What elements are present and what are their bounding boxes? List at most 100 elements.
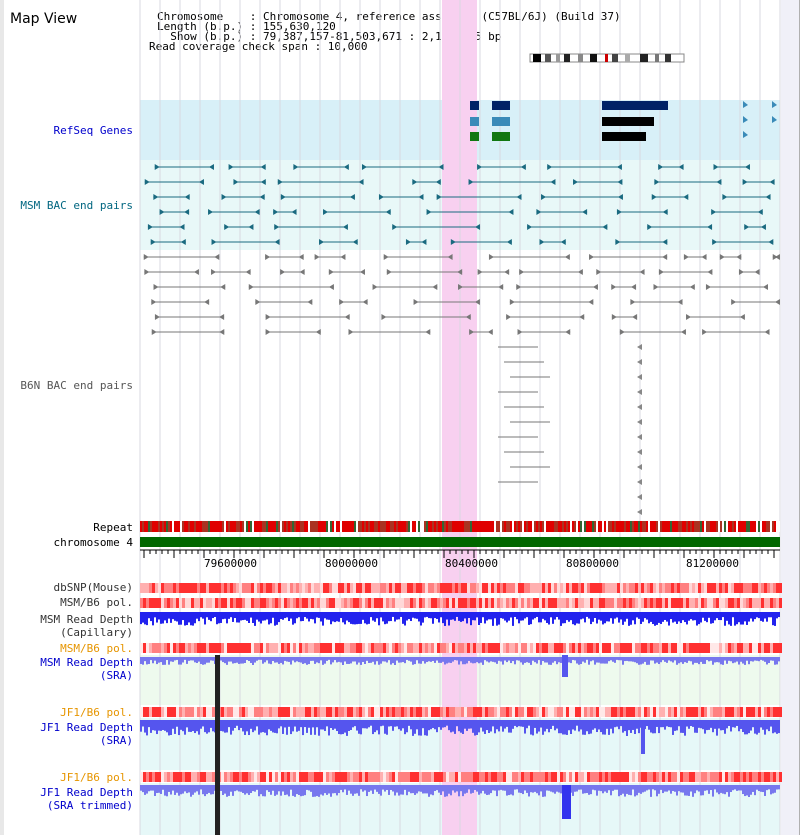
snp-density-cell [488,707,491,717]
read-depth-bar [262,785,264,797]
read-depth-bar [418,657,420,664]
snp-density-cell [455,598,458,608]
read-depth-bar [548,785,550,791]
snp-density-cell [143,583,146,593]
read-depth-bar [712,720,714,733]
snp-density-cell [683,707,686,717]
snp-density-cell [347,707,350,717]
snp-density-cell [308,643,311,653]
snp-density-cell [383,598,386,608]
read-depth-bar [644,657,646,662]
gene-feature [492,101,510,110]
snp-density-cell [428,598,431,608]
snp-density-cell [356,583,359,593]
snp-density-cell [536,643,539,653]
read-depth-bar [646,612,648,620]
snp-density-cell [206,707,209,717]
snp-density-cell [635,772,638,782]
b6n-bac-end [637,404,642,410]
read-depth-bar [318,720,320,736]
track-label-msm-bac[interactable]: MSM BAC end pairs [20,199,133,212]
snp-density-cell [434,707,437,717]
msm-bac-pair-end [602,224,608,230]
repeat-segment [562,521,564,532]
read-depth-bar [290,720,292,735]
track-label-b6n-bac[interactable]: B6N BAC end pairs [20,379,133,392]
snp-density-cell [155,643,158,653]
snp-density-cell [554,772,557,782]
b6n-bac-pair-end [519,269,525,275]
read-depth-bar [732,612,734,618]
snp-density-cell [758,772,761,782]
read-depth-bar [746,657,748,661]
read-depth-bar [452,720,454,732]
snp-density-cell [167,772,170,782]
gap-marker [215,655,220,835]
read-depth-bar [582,720,584,735]
read-depth-bar [628,612,630,626]
repeat-segment [370,521,372,532]
snp-density-cell [167,598,170,608]
snp-density-cell [563,772,566,782]
read-depth-bar [302,657,304,664]
snp-density-cell [668,772,671,782]
snp-density-cell [755,707,758,717]
read-depth-bar [734,612,736,626]
repeat-segment [694,521,696,532]
read-depth-bar [722,785,724,794]
read-depth-bar [180,612,182,625]
msm-bac-pair-end [349,194,355,200]
read-depth-bar [696,785,698,791]
msm-bac-pair-end [683,194,689,200]
read-depth-bar [638,657,640,665]
read-depth-bar [304,720,306,728]
snp-density-cell [497,707,500,717]
read-depth-bar [428,612,430,619]
snp-density-cell [704,772,707,782]
read-depth-bar [334,657,336,661]
read-depth-bar [280,785,282,796]
read-depth-bar [524,612,526,619]
snp-density-cell [467,643,470,653]
read-depth-bar [264,720,266,733]
msm-bac-pair-end [184,194,190,200]
snp-density-cell [275,707,278,717]
chromosome-ideogram[interactable] [529,53,685,63]
read-depth-bar [454,612,456,621]
snp-density-cell [776,583,779,593]
msm-bac-pair-end [323,209,329,215]
repeat-segment [256,521,258,532]
snp-density-cell [596,598,599,608]
snp-density-cell [704,707,707,717]
snp-density-cell [503,772,506,782]
snp-density-cell [458,707,461,717]
ideogram-band [533,54,541,62]
repeat-segment [508,521,510,532]
snp-density-cell [512,707,515,717]
repeat-segment [684,521,686,532]
repeat-segment [728,521,730,532]
read-depth-bar [174,612,176,621]
read-depth-bar [524,785,526,791]
snp-density-cell [602,583,605,593]
repeat-segment [756,521,758,532]
repeat-segment [410,521,412,532]
repeat-segment [770,521,772,532]
snp-density-cell [524,643,527,653]
read-depth-bar [676,720,678,731]
read-depth-bar [266,785,268,791]
read-depth-bar [426,785,428,794]
read-depth-bar [416,720,418,730]
read-depth-bar [244,612,246,620]
b6n-bac-pair-end [506,314,512,320]
read-depth-bar [350,720,352,731]
repeat-segment [480,521,482,532]
snp-density-cell [527,583,530,593]
snp-density-cell [743,583,746,593]
track-label-refseq[interactable]: RefSeq Genes [53,124,133,137]
snp-density-cell [281,583,284,593]
snp-density-cell [722,772,725,782]
read-depth-bar [512,612,514,626]
snp-density-cell [347,583,350,593]
